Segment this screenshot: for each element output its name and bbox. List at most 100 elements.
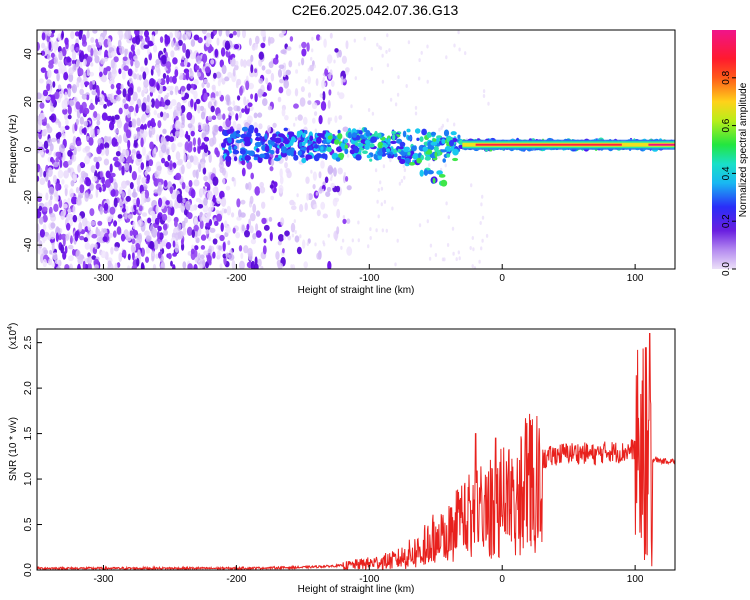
heatmap-cell — [457, 250, 460, 255]
heatmap-cell — [269, 232, 273, 242]
heatmap-cell — [374, 168, 378, 173]
heatmap-cell — [54, 259, 61, 265]
heatmap-cell — [195, 169, 199, 180]
heatmap-cell — [110, 246, 114, 255]
heatmap-cell — [170, 143, 177, 152]
heatmap-cell — [290, 264, 293, 269]
heatmap-cell — [127, 139, 131, 150]
heatmap-cell — [116, 262, 121, 268]
heatmap-cell — [278, 64, 285, 70]
heatmap-cell — [63, 160, 69, 168]
heatmap-cell — [99, 94, 105, 103]
heatmap-cell — [480, 202, 483, 207]
heatmap-cell — [177, 223, 182, 231]
heatmap-cell — [312, 184, 316, 190]
heatmap-cell — [259, 186, 266, 194]
heatmap-cell — [280, 217, 285, 226]
heatmap-cell — [89, 127, 94, 136]
heatmap-cell — [369, 158, 373, 162]
heatmap-cell — [458, 256, 461, 261]
heatmap-cell — [59, 159, 63, 168]
heatmap-cell — [254, 256, 258, 266]
heatmap-cell — [103, 30, 107, 37]
heatmap-cell — [176, 193, 183, 204]
heatmap-cell — [125, 195, 131, 202]
heatmap-cell — [165, 200, 170, 206]
heatmap-cell — [235, 81, 239, 89]
heatmap-cell — [250, 93, 254, 100]
heatmap-cell — [50, 52, 55, 58]
heatmap-cell — [136, 86, 142, 93]
heatmap-cell — [134, 60, 140, 69]
heatmap-cell — [87, 262, 92, 269]
heatmap-cell — [111, 99, 117, 104]
heatmap-cell — [307, 100, 312, 105]
heatmap-cell — [337, 91, 340, 96]
heatmap-cell — [246, 223, 250, 231]
heatmap-cell — [316, 209, 321, 217]
heatmap-cell — [327, 260, 332, 269]
heatmap-cell — [112, 230, 117, 238]
heatmap-cell — [358, 130, 363, 135]
heatmap-cell — [221, 142, 227, 148]
heatmap-cell — [205, 37, 211, 48]
heatmap-cell — [62, 203, 68, 209]
colorbar-tick-label: 0.0 — [721, 262, 732, 276]
heatmap-cell — [299, 97, 306, 107]
heatmap-cell — [133, 133, 138, 141]
heatmap-cell — [185, 49, 191, 59]
heatmap-cell — [200, 254, 205, 259]
colorbar-tick-label: 0.8 — [721, 70, 732, 84]
heatmap-cell — [354, 142, 359, 147]
heatmap-cell — [55, 182, 60, 192]
heatmap-cell — [449, 140, 454, 147]
heatmap-cell — [42, 128, 48, 135]
heatmap-cell — [52, 252, 58, 261]
heatmap-cell — [56, 266, 61, 269]
heatmap-cell — [105, 147, 110, 157]
heatmap-cell — [90, 165, 96, 173]
heatmap-cell — [382, 164, 386, 169]
heatmap-cell — [318, 115, 323, 125]
heatmap-cell — [405, 157, 411, 164]
heatmap-cell — [113, 220, 118, 227]
heatmap-cell — [60, 88, 64, 94]
heatmap-cell — [254, 186, 261, 196]
heatmap-cell — [119, 156, 125, 163]
heatmap-cell — [151, 65, 155, 71]
heatmap-cell — [457, 30, 460, 35]
heatmap-cell — [157, 230, 160, 240]
heatmap-cell — [396, 92, 400, 97]
heatmap-cell — [377, 132, 382, 138]
heatmap-cell — [111, 137, 118, 147]
heatmap-cell — [120, 233, 126, 242]
heatmap-cell — [434, 151, 438, 158]
heatmap-cell — [219, 263, 223, 269]
heatmap-cell — [69, 167, 75, 177]
heatmap-cell — [177, 142, 183, 148]
heatmap-cell — [228, 110, 235, 117]
heatmap-cell — [252, 203, 257, 214]
heatmap-cell — [221, 167, 226, 176]
heatmap-cell — [200, 111, 206, 120]
heatmap-cell — [389, 97, 393, 102]
heatmap-cell — [480, 246, 483, 251]
heatmap-cell — [383, 199, 387, 204]
heatmap-cell — [189, 155, 194, 163]
heatmap-cell — [345, 176, 349, 182]
heatmap-cell — [144, 189, 150, 199]
heatmap-cell — [321, 188, 325, 193]
heatmap-cell — [446, 118, 449, 123]
heatmap-cell — [440, 179, 448, 187]
heatmap-cell — [188, 180, 193, 188]
heatmap-cell — [202, 260, 206, 266]
heatmap-cell — [211, 115, 217, 120]
heatmap-cell — [118, 68, 122, 75]
heatmap-cell — [250, 172, 254, 180]
heatmap-cell — [131, 244, 135, 253]
heatmap-cell — [226, 205, 232, 216]
heatmap-cell — [122, 249, 127, 256]
heatmap-cell — [110, 83, 115, 90]
heatmap-cell — [81, 93, 87, 100]
heatmap-cell — [84, 226, 89, 233]
